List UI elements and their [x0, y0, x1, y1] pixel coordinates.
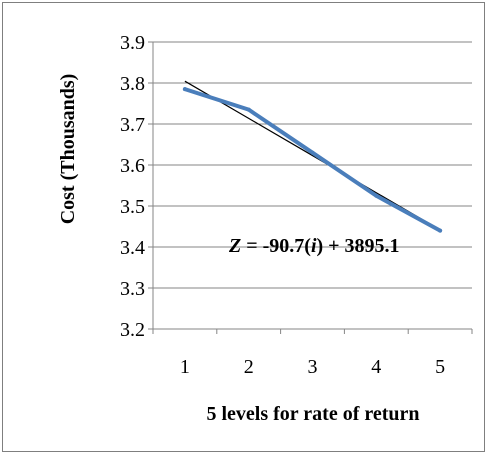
y-tick-label: 3.6: [120, 155, 145, 177]
x-tick-label: 2: [244, 356, 254, 378]
series-point: [246, 107, 251, 112]
chart: 3.2 3.3 3.4 3.5 3.6 3.7 3.8 3.9 1 2 3 4 5 Z = -90.7(…: [57, 32, 473, 425]
y-tick-label: 3.7: [120, 114, 145, 136]
x-tick-label: 5: [435, 356, 445, 378]
series-line: [182, 87, 443, 233]
gridlines: [153, 41, 472, 289]
y-tick-label: 3.9: [120, 32, 145, 54]
trendline-equation: Z = -90.7(i) + 3895.1: [228, 235, 400, 257]
x-axis-title: 5 levels for rate of return: [206, 403, 419, 425]
x-tick-label: 1: [180, 356, 190, 378]
series-point: [310, 150, 315, 155]
axes: [148, 41, 473, 334]
chart-frame: 3.2 3.3 3.4 3.5 3.6 3.7 3.8 3.9 1 2 3 4 5 Z = -90.7(…: [2, 2, 485, 452]
series-layer: [182, 87, 443, 233]
y-tick-label: 3.2: [120, 319, 145, 341]
y-axis-title: Cost (Thousands): [57, 74, 79, 225]
x-tick-label: 3: [308, 356, 318, 378]
x-tick-label: 4: [371, 356, 381, 378]
y-tick-label: 3.4: [120, 237, 145, 259]
series-point: [182, 87, 187, 92]
y-tick-label: 3.3: [120, 278, 145, 300]
y-tick-label: 3.8: [120, 73, 145, 95]
tick-labels: 3.2 3.3 3.4 3.5 3.6 3.7 3.8 3.9 1 2 3 4 5: [120, 32, 445, 378]
y-tick-label: 3.5: [120, 196, 145, 218]
series-point: [438, 228, 443, 233]
series-point: [374, 193, 379, 198]
